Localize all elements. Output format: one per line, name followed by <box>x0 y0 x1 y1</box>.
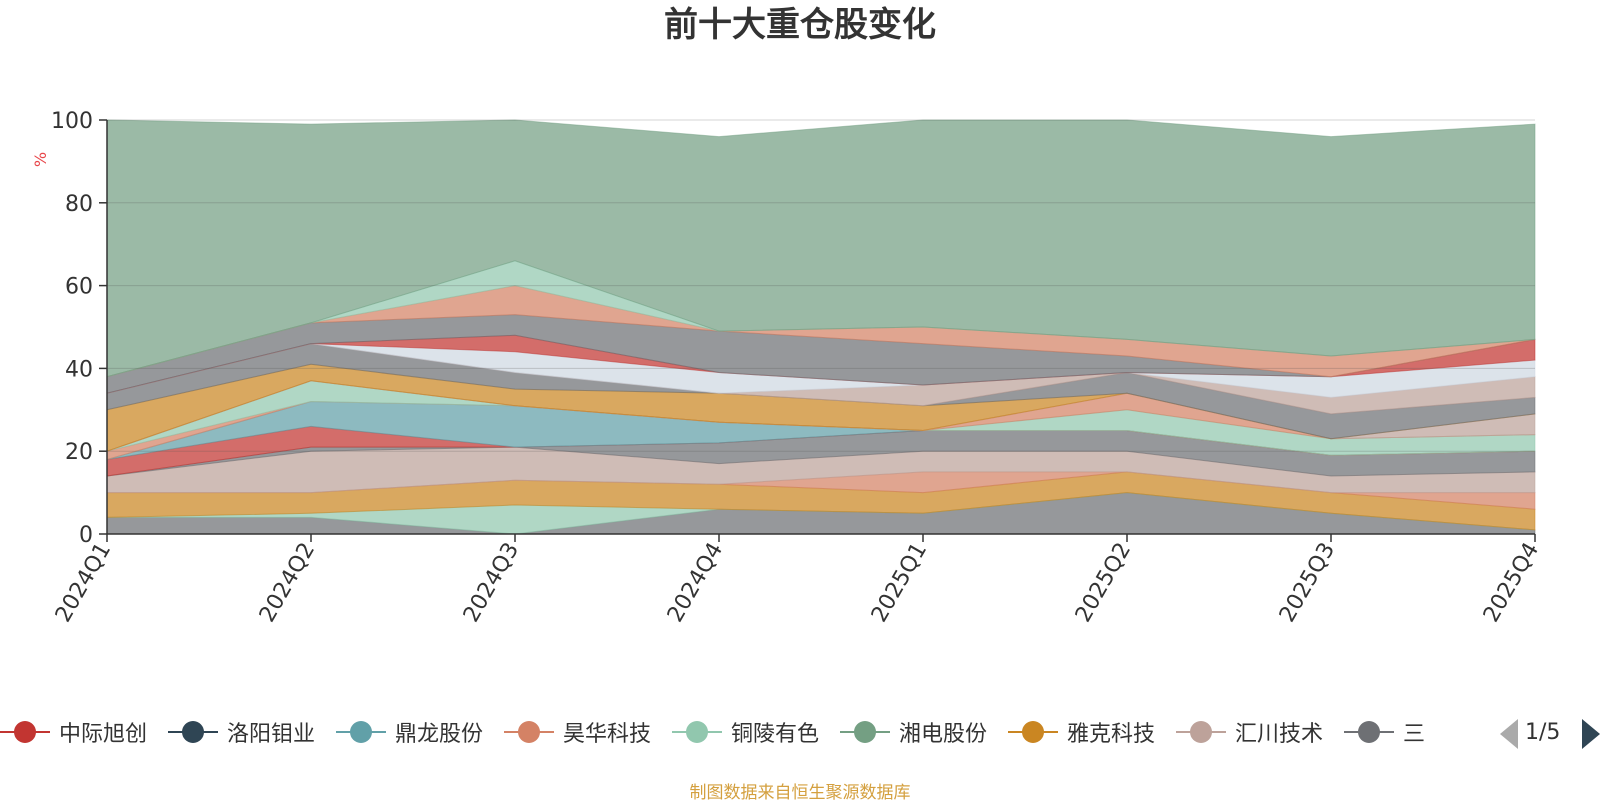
legend-item[interactable]: 汇川技术 <box>1176 714 1323 750</box>
legend: 中际旭创 洛阳钼业 鼎龙股份 昊华科技 铜陵有色 湘电股份 雅克科技 汇川技术 三 <box>0 714 1490 750</box>
y-tick-label: 100 <box>51 109 93 134</box>
legend-item[interactable]: 昊华科技 <box>504 714 651 750</box>
legend-label: 三 <box>1403 722 1426 747</box>
y-tick-label: 40 <box>65 357 93 382</box>
legend-marker-icon <box>672 721 722 743</box>
grid-lines <box>107 119 1535 452</box>
legend-marker-icon <box>336 721 386 743</box>
legend-label: 洛阳钼业 <box>227 722 316 747</box>
legend-label: 雅克科技 <box>1067 722 1156 747</box>
x-tick-label: 2025Q2 <box>1071 539 1136 627</box>
legend-marker-icon <box>840 721 890 743</box>
legend-prev-button[interactable] <box>1500 719 1518 749</box>
legend-item[interactable]: 中际旭创 <box>0 714 147 750</box>
legend-item[interactable]: 湘电股份 <box>840 714 987 750</box>
legend-label: 中际旭创 <box>59 722 148 747</box>
x-tick-label: 2025Q1 <box>867 539 932 627</box>
area-layer-21 <box>106 119 1536 378</box>
legend-item[interactable]: 三 <box>1344 714 1425 750</box>
x-tick-label: 2025Q4 <box>1479 539 1544 627</box>
legend-marker-icon <box>168 721 218 743</box>
legend-marker-icon <box>504 721 554 743</box>
y-tick-label: 20 <box>65 440 93 465</box>
y-tick-label: 0 <box>79 523 93 548</box>
legend-marker-icon <box>1344 721 1394 743</box>
x-tick-label: 2025Q3 <box>1275 539 1340 627</box>
legend-pager: 1/5 <box>1500 716 1600 750</box>
legend-label: 鼎龙股份 <box>395 722 484 747</box>
legend-marker-icon <box>1008 721 1058 743</box>
area-layers <box>106 119 1536 535</box>
legend-page-indicator: 1/5 <box>1525 720 1561 745</box>
chart-title: 前十大重仓股变化 <box>664 5 936 45</box>
legend-label: 昊华科技 <box>563 722 652 747</box>
legend-marker-icon <box>1176 721 1226 743</box>
x-tick-label: 2024Q1 <box>51 539 116 627</box>
legend-marker-icon <box>0 721 50 743</box>
x-tick-label: 2024Q4 <box>663 539 728 627</box>
legend-label: 汇川技术 <box>1235 722 1324 747</box>
legend-item[interactable]: 鼎龙股份 <box>336 714 483 750</box>
source-note: 制图数据来自恒生聚源数据库 <box>689 783 911 803</box>
x-tick-label: 2024Q3 <box>459 539 524 627</box>
legend-item[interactable]: 洛阳钼业 <box>168 714 315 750</box>
y-tick-label: 80 <box>65 192 93 217</box>
legend-label: 湘电股份 <box>899 722 988 747</box>
legend-item[interactable]: 雅克科技 <box>1008 714 1155 750</box>
legend-item[interactable]: 铜陵有色 <box>672 714 819 750</box>
y-tick-label: 60 <box>65 275 93 300</box>
legend-next-button[interactable] <box>1582 719 1600 749</box>
x-tick-label: 2024Q2 <box>255 539 320 627</box>
legend-label: 铜陵有色 <box>731 722 820 747</box>
